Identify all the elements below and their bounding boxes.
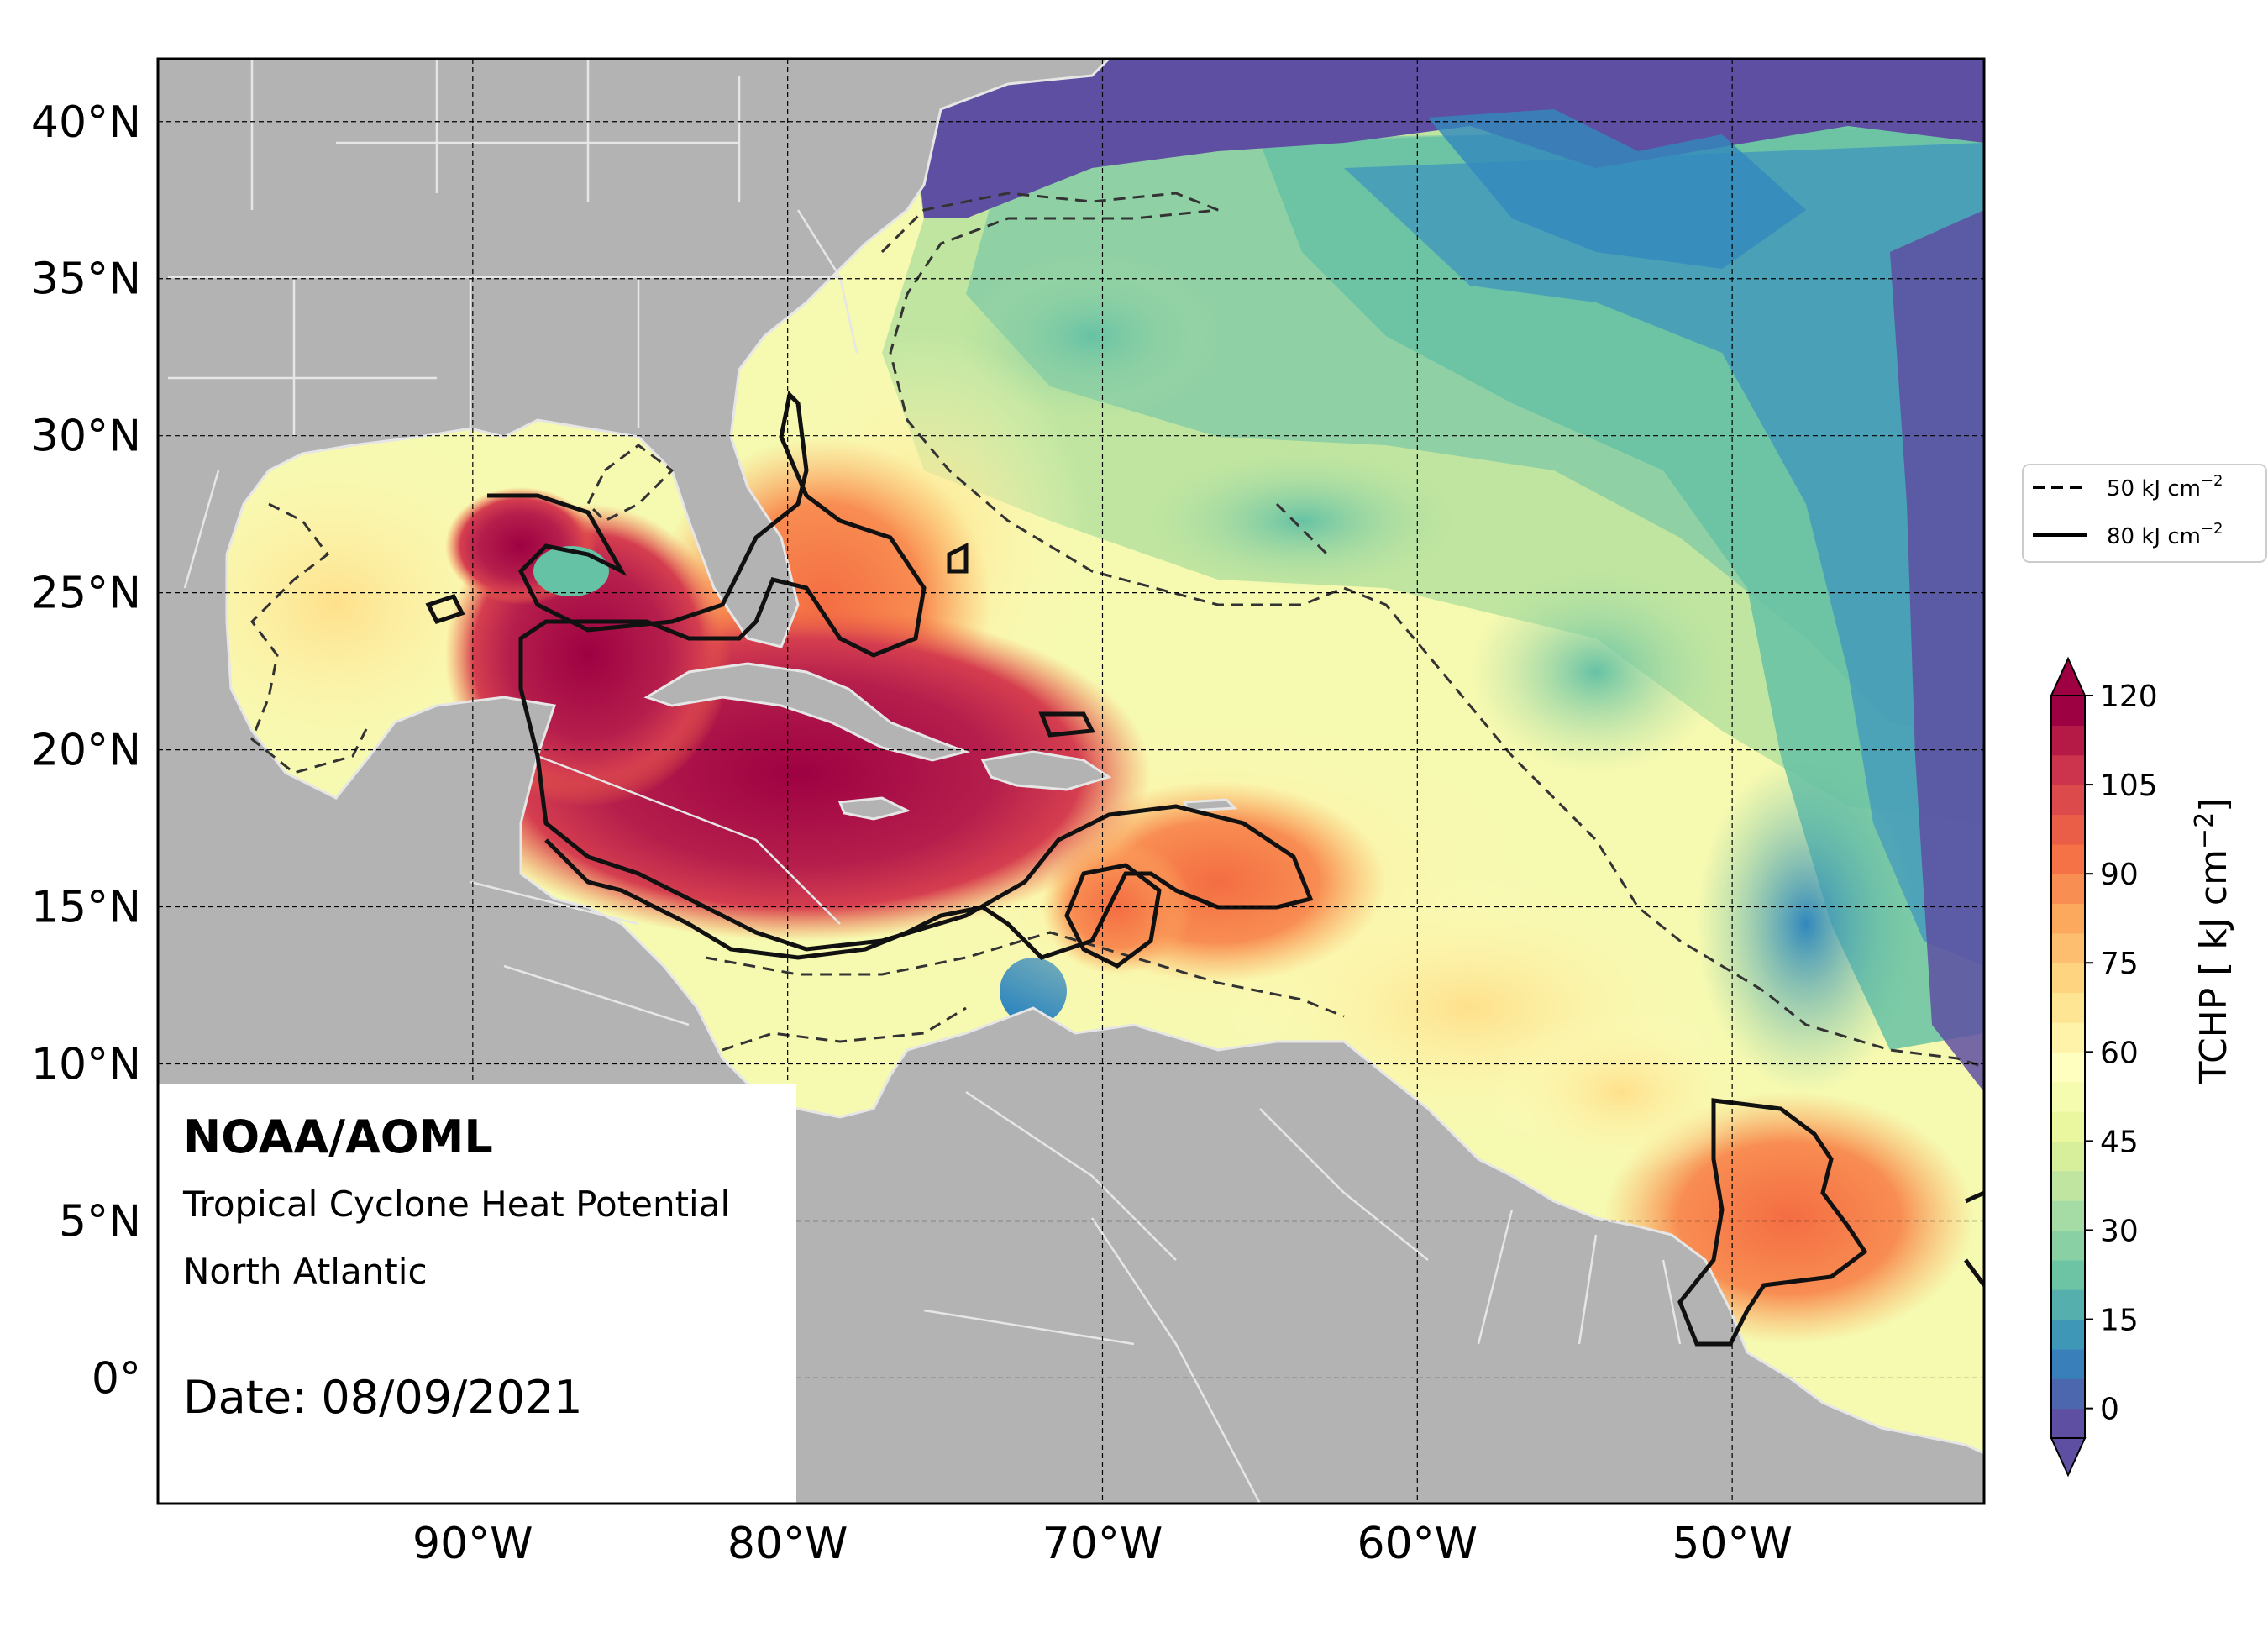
colorbar-tick-label: 75 xyxy=(2100,947,2139,981)
lat-tick-label: 40°N xyxy=(31,97,141,148)
legend-label-80: 80 kJ cm−2 xyxy=(2107,520,2223,549)
colorbar-segment xyxy=(2051,1021,2085,1053)
lat-tick-label: 25°N xyxy=(31,569,141,619)
colorbar-tick-label: 90 xyxy=(2100,858,2139,892)
colorbar-segment xyxy=(2051,1170,2085,1201)
colorbar-segment xyxy=(2051,754,2085,785)
colorbar-segment xyxy=(2051,992,2085,1023)
land-hispaniola xyxy=(980,750,1112,791)
blue-blob-1 xyxy=(1697,756,1915,1092)
latitude-labels: 40°N 35°N 30°N 25°N 20°N 15°N 10°N 5°N 0° xyxy=(31,97,141,1404)
teal-blob-3 xyxy=(1470,571,1722,773)
colorbar-segment xyxy=(2051,963,2085,994)
annotation-box xyxy=(158,1084,796,1504)
lat-tick-label: 30°N xyxy=(31,412,141,462)
colorbar-segment xyxy=(2051,725,2085,756)
colorbar-segment xyxy=(2051,1348,2085,1379)
legend-label-50: 50 kJ cm−2 xyxy=(2107,472,2223,501)
loop-eddy-cold xyxy=(533,546,609,596)
colorbar-segment xyxy=(2051,1408,2085,1439)
lon-tick-label: 70°W xyxy=(1042,1519,1163,1569)
colorbar-tick-label: 120 xyxy=(2100,680,2158,714)
political-borders xyxy=(168,59,1682,1504)
date-label: Date: 08/09/2021 xyxy=(183,1371,583,1424)
longitude-labels: 90°W 80°W 70°W 60°W 50°W xyxy=(412,1519,1793,1569)
colorbar-segment xyxy=(2051,785,2085,816)
colorbar-segment xyxy=(2051,1141,2085,1172)
ocean-purple-north xyxy=(907,59,1984,218)
colorbar-tick-label: 0 xyxy=(2100,1393,2119,1427)
map-panel xyxy=(158,59,1984,1504)
colorbar-segment xyxy=(2051,1230,2085,1261)
contour-50 xyxy=(250,192,1984,1068)
lat-tick-label: 20°N xyxy=(31,726,141,776)
colorbar-segment xyxy=(2051,1081,2085,1112)
lat-tick-label: 5°N xyxy=(59,1196,141,1247)
colorbar-tick-label: 45 xyxy=(2100,1125,2139,1159)
ocean-blue-east xyxy=(1344,143,1984,966)
legend-frame xyxy=(2022,464,2267,563)
yellow-guiana xyxy=(1487,1008,1756,1176)
map-frame xyxy=(156,57,1986,1505)
teal-blob-2 xyxy=(1151,454,1453,588)
colorbar-tick-label: 15 xyxy=(2100,1304,2139,1338)
colorbar-segment xyxy=(2051,1200,2085,1231)
colorbar-frame xyxy=(2050,695,2086,1439)
colorbar-tick-label: 60 xyxy=(2100,1036,2139,1070)
contour-80 xyxy=(425,390,1984,1347)
colorbar-segment xyxy=(2051,1111,2085,1142)
land-cuba xyxy=(643,662,971,762)
lon-tick-label: 60°W xyxy=(1357,1519,1478,1569)
colorbar-segment xyxy=(2051,1289,2085,1320)
colorbar-segment xyxy=(2051,1259,2085,1290)
lat-tick-label: 35°N xyxy=(31,255,141,305)
colorbar-extend-max xyxy=(2050,656,2087,696)
colorbar: 0 15 30 45 60 75 90 105 120 xyxy=(2050,656,2158,1478)
product-name: Tropical Cyclone Heat Potential xyxy=(182,1184,730,1225)
colorbar-tick-label: 105 xyxy=(2100,769,2158,803)
colorbar-title: TCHP [ kJ cm−2] xyxy=(2190,798,2235,1085)
region-name: North Atlantic xyxy=(183,1251,428,1292)
lat-tick-label: 15°N xyxy=(31,883,141,933)
colorbar-segment xyxy=(2051,1052,2085,1083)
lon-tick-label: 80°W xyxy=(727,1519,848,1569)
colorbar-tick-label: 30 xyxy=(2100,1214,2139,1248)
org-title: NOAA/AOML xyxy=(183,1110,493,1163)
colorbar-segment xyxy=(2051,814,2085,845)
colorbar-segment xyxy=(2051,1378,2085,1410)
colorbar-extend-min xyxy=(2050,1437,2087,1478)
lon-tick-label: 50°W xyxy=(1672,1519,1793,1569)
colorbar-segment xyxy=(2051,843,2085,874)
colorbar-segment xyxy=(2051,1319,2085,1350)
lat-tick-label: 10°N xyxy=(31,1040,141,1090)
land-jamaica xyxy=(837,796,911,821)
colorbar-segment xyxy=(2051,696,2085,726)
ocean-blue-patch xyxy=(1428,109,1806,269)
colorbar-segment xyxy=(2051,903,2085,934)
lon-tick-label: 90°W xyxy=(412,1519,533,1569)
colorbar-segment xyxy=(2051,932,2085,963)
ocean-purple-east xyxy=(1890,210,1984,1092)
contour-legend: 50 kJ cm−2 80 kJ cm−2 xyxy=(2022,464,2267,563)
colorbar-segment xyxy=(2051,874,2085,905)
lat-tick-label: 0° xyxy=(92,1353,141,1404)
